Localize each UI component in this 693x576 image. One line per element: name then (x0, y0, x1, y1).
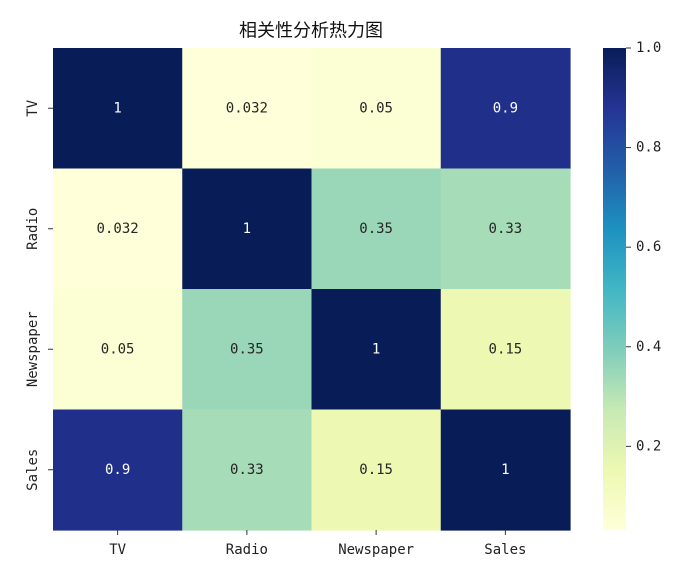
cell-annotation: 1 (113, 100, 121, 116)
cell-annotation: 0.05 (359, 100, 393, 116)
cell-annotation: 0.35 (230, 341, 264, 357)
y-tick-label: Newspaper (25, 311, 41, 387)
cell-annotation: 0.35 (359, 221, 393, 237)
heatmap-cell (440, 409, 571, 531)
colorbar: 0.2 0.4 0.6 0.8 1.0 (603, 40, 661, 530)
cell-annotation: 0.33 (489, 221, 523, 237)
heatmap-cell (311, 409, 442, 531)
heatmap-cell (311, 48, 442, 170)
chart-title: 相关性分析热力图 (239, 21, 383, 42)
x-tick-label: TV (109, 542, 126, 558)
cell-annotation: 0.9 (105, 462, 130, 478)
cell-annotation: 0.9 (493, 100, 518, 116)
cell-annotation: 1 (372, 341, 380, 357)
heatmap-cell (440, 168, 571, 290)
y-tick-label: Sales (25, 449, 41, 491)
heatmap-cell (311, 289, 442, 411)
heatmap-cell (53, 289, 183, 411)
heatmap-cell (182, 48, 313, 170)
heatmap-cell (53, 168, 183, 290)
heatmap-cell (440, 289, 571, 411)
colorbar-tick-label: 1.0 (636, 40, 661, 56)
heatmap-cell (182, 409, 313, 531)
colorbar-tick-label: 0.8 (636, 140, 661, 156)
cell-annotation: 0.05 (101, 341, 135, 357)
heatmap-cell (182, 289, 313, 411)
y-tick-label: Radio (25, 208, 41, 250)
heatmap-cell (53, 48, 183, 170)
cell-annotation: 0.032 (97, 221, 139, 237)
y-tick-label: TV (25, 99, 41, 116)
x-tick-label: Newspaper (338, 542, 414, 558)
heatmap-cell (182, 168, 313, 290)
heatmap-cell (311, 168, 442, 290)
colorbar-tick-label: 0.6 (636, 239, 661, 255)
colorbar-tick-label: 0.4 (636, 339, 661, 355)
heatmap-cell (53, 409, 183, 531)
colorbar-gradient (603, 48, 626, 530)
colorbar-tick-label: 0.2 (636, 438, 661, 454)
x-tick-label: Radio (226, 542, 268, 558)
cell-annotation: 0.33 (230, 462, 264, 478)
cell-annotation: 0.032 (226, 100, 268, 116)
cell-annotation: 1 (501, 462, 509, 478)
x-tick-label: Sales (484, 542, 526, 558)
heatmap-cell (440, 48, 571, 170)
cell-annotation: 0.15 (489, 341, 523, 357)
cell-annotation: 0.15 (359, 462, 393, 478)
cell-annotation: 1 (243, 221, 251, 237)
